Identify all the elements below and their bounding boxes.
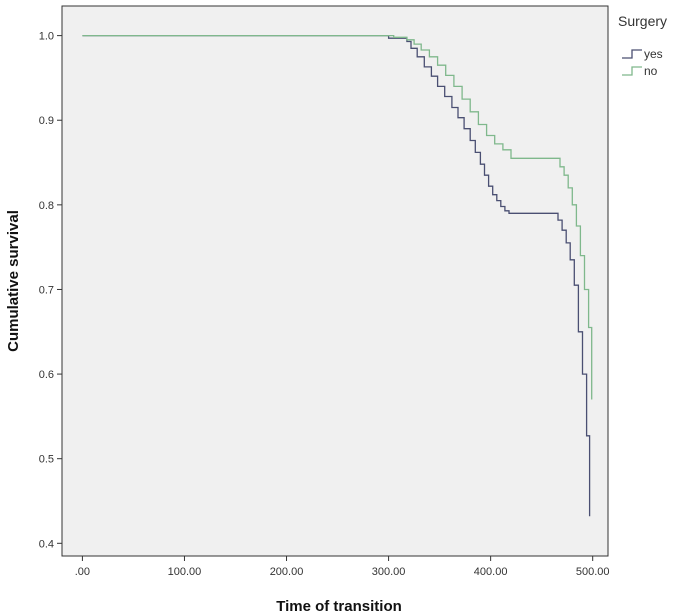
legend: Surgery yes no	[618, 13, 667, 78]
legend-label-yes: yes	[644, 47, 663, 61]
survival-line-no	[82, 34, 593, 400]
y-tick-label: 1.0	[39, 31, 54, 43]
y-axis-title: Cumulative survival	[5, 210, 22, 352]
survival-line-yes	[82, 34, 591, 517]
legend-symbol-no	[622, 66, 642, 76]
series-lines	[82, 34, 593, 517]
y-tick-label: 0.5	[39, 454, 54, 466]
x-tick-label: .00	[75, 566, 90, 578]
x-tick-label: 300.00	[372, 566, 406, 578]
y-axis-ticks: 0.4 0.5 0.6 0.7 0.8 0.9 1.0	[39, 31, 62, 550]
legend-symbol-yes	[622, 49, 642, 59]
legend-label-no: no	[644, 64, 658, 78]
plot-area	[61, 5, 609, 557]
legend-title: Surgery	[618, 13, 667, 29]
x-axis-title: Time of transition	[276, 598, 402, 614]
x-tick-label: 500.00	[576, 566, 610, 578]
y-tick-label: 0.7	[39, 284, 54, 296]
y-tick-label: 0.6	[39, 369, 54, 381]
x-tick-label: 100.00	[168, 566, 202, 578]
x-axis-ticks: .00 100.00 200.00 300.00 400.00 500.00	[75, 556, 610, 578]
y-tick-label: 0.4	[39, 538, 54, 550]
x-tick-label: 200.00	[270, 566, 304, 578]
y-tick-label: 0.8	[39, 200, 54, 212]
y-tick-label: 0.9	[39, 115, 54, 127]
x-tick-label: 400.00	[474, 566, 508, 578]
